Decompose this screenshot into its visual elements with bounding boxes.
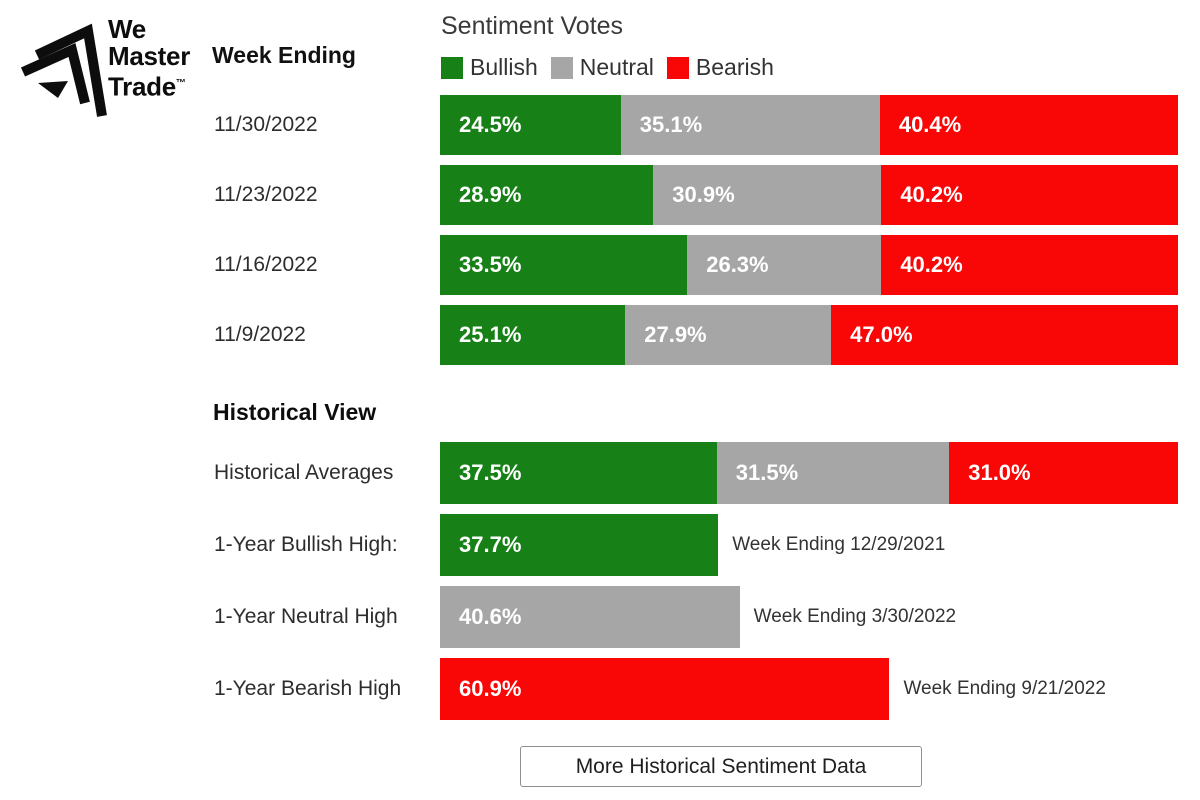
bullish-swatch-icon bbox=[441, 56, 463, 79]
historical-rows: Historical Averages 37.5% 31.5% 31.0% 1-Year… bbox=[0, 442, 1200, 730]
historical-high-label: 1-Year Bearish High bbox=[214, 677, 402, 700]
sentiment-bar-row: Historical Averages 37.5% 31.5% 31.0% bbox=[0, 442, 1200, 504]
bullish-segment: 25.1% bbox=[440, 305, 626, 365]
brand-name: We Master Trade™ bbox=[108, 16, 190, 101]
week-date-label: 11/16/2022 bbox=[214, 253, 318, 276]
neutral-segment: 40.6% bbox=[440, 586, 740, 648]
segment-value: 31.0% bbox=[968, 460, 1031, 485]
legend-item-bullish: Bullish bbox=[441, 54, 538, 81]
neutral-segment: 31.5% bbox=[716, 442, 950, 504]
week-ending-column-header: Week Ending bbox=[212, 42, 356, 68]
bearish-segment: 60.9% bbox=[440, 658, 890, 720]
legend-label: Bearish bbox=[695, 54, 774, 80]
week-date-label: 11/23/2022 bbox=[214, 183, 318, 206]
segment-value: 40.2% bbox=[900, 182, 963, 207]
segment-value: 37.7% bbox=[459, 532, 522, 557]
logo: We Master Trade™ bbox=[8, 8, 218, 128]
historical-high-label: 1-Year Neutral High bbox=[214, 605, 398, 628]
segment-value: 24.5% bbox=[459, 112, 522, 137]
historical-high-label: 1-Year Bullish High: bbox=[214, 533, 398, 556]
segment-value: 40.2% bbox=[900, 252, 963, 277]
segment-value: 33.5% bbox=[459, 252, 522, 277]
legend-item-bearish: Bearish bbox=[666, 54, 774, 81]
stacked-bar: 37.5% 31.5% 31.0% bbox=[440, 442, 1178, 504]
bullish-segment: 37.5% bbox=[440, 442, 717, 504]
we-master-trade-logo-icon bbox=[20, 23, 107, 117]
single-bar: 37.7% Week Ending 12/29/2021 bbox=[440, 514, 1178, 576]
neutral-segment: 26.3% bbox=[687, 235, 882, 295]
chart-title: Sentiment Votes bbox=[441, 12, 624, 40]
stacked-bar: 33.5% 26.3% 40.2% bbox=[440, 235, 1178, 295]
neutral-segment: 35.1% bbox=[620, 95, 880, 155]
sentiment-bar-row: 11/23/2022 28.9% 30.9% 40.2% bbox=[0, 165, 1200, 225]
historical-averages-label: Historical Averages bbox=[214, 461, 394, 484]
stacked-bar: 24.5% 35.1% 40.4% bbox=[440, 95, 1178, 155]
segment-value: 37.5% bbox=[459, 460, 522, 485]
segment-value: 47.0% bbox=[850, 322, 913, 347]
segment-value: 30.9% bbox=[672, 182, 735, 207]
sentiment-bar-row: 11/30/2022 24.5% 35.1% 40.4% bbox=[0, 95, 1200, 155]
brand-line-2: Master bbox=[108, 41, 191, 71]
neutral-segment: 27.9% bbox=[625, 305, 832, 365]
historical-high-row: 1-Year Bearish High 60.9% Week Ending 9/21… bbox=[0, 658, 1200, 720]
segment-value: 40.6% bbox=[459, 604, 522, 629]
bearish-segment: 40.4% bbox=[879, 95, 1178, 155]
bullish-segment: 28.9% bbox=[440, 165, 654, 225]
segment-value: 40.4% bbox=[898, 112, 962, 137]
segment-value: 28.9% bbox=[459, 182, 522, 207]
historical-view-heading: Historical View bbox=[213, 399, 377, 425]
brand-line-3: Trade™ bbox=[108, 71, 186, 102]
brand-line-1: We bbox=[108, 14, 146, 44]
legend-label: Bullish bbox=[470, 54, 538, 80]
stacked-bar: 28.9% 30.9% 40.2% bbox=[440, 165, 1178, 225]
segment-value: 31.5% bbox=[735, 460, 799, 485]
more-historical-sentiment-data-button[interactable]: More Historical Sentiment Data bbox=[520, 746, 922, 787]
stacked-bar: 25.1% 27.9% 47.0% bbox=[440, 305, 1178, 365]
legend-item-neutral: Neutral bbox=[550, 54, 654, 81]
single-bar: 60.9% Week Ending 9/21/2022 bbox=[440, 658, 1178, 720]
single-bar: 40.6% Week Ending 3/30/2022 bbox=[440, 586, 1178, 648]
bearish-segment: 31.0% bbox=[949, 442, 1178, 504]
neutral-swatch-icon bbox=[550, 56, 573, 79]
week-ending-annotation: Week Ending 3/30/2022 bbox=[753, 606, 957, 627]
week-date-label: 11/9/2022 bbox=[214, 323, 306, 346]
week-ending-annotation: Week Ending 12/29/2021 bbox=[732, 534, 946, 555]
week-ending-annotation: Week Ending 9/21/2022 bbox=[903, 678, 1106, 699]
bearish-segment: 40.2% bbox=[881, 165, 1178, 225]
bullish-segment: 24.5% bbox=[440, 95, 621, 155]
week-date-label: 11/30/2022 bbox=[214, 113, 318, 136]
segment-value: 60.9% bbox=[459, 676, 522, 701]
segment-value: 25.1% bbox=[459, 322, 522, 347]
sentiment-bar-row: 11/16/2022 33.5% 26.3% 40.2% bbox=[0, 235, 1200, 295]
bearish-segment: 47.0% bbox=[831, 305, 1178, 365]
historical-high-row: 1-Year Bullish High: 37.7% Week Ending 12/… bbox=[0, 514, 1200, 576]
segment-value: 35.1% bbox=[639, 112, 703, 137]
weekly-sentiment-rows: 11/30/2022 24.5% 35.1% 40.4% 11/23/2022 28.9%… bbox=[0, 95, 1200, 375]
bearish-swatch-icon bbox=[666, 56, 689, 79]
legend-label: Neutral bbox=[579, 54, 654, 80]
historical-high-row: 1-Year Neutral High 40.6% Week Ending 3/30… bbox=[0, 586, 1200, 648]
trademark-symbol: ™ bbox=[175, 78, 186, 89]
bullish-segment: 33.5% bbox=[440, 235, 688, 295]
sentiment-bar-row: 11/9/2022 25.1% 27.9% 47.0% bbox=[0, 305, 1200, 365]
segment-value: 27.9% bbox=[644, 322, 707, 347]
bullish-segment: 37.7% bbox=[440, 514, 719, 576]
neutral-segment: 30.9% bbox=[653, 165, 882, 225]
bearish-segment: 40.2% bbox=[881, 235, 1178, 295]
legend: Bullish Neutral Bearish bbox=[441, 54, 787, 81]
segment-value: 26.3% bbox=[706, 252, 769, 277]
